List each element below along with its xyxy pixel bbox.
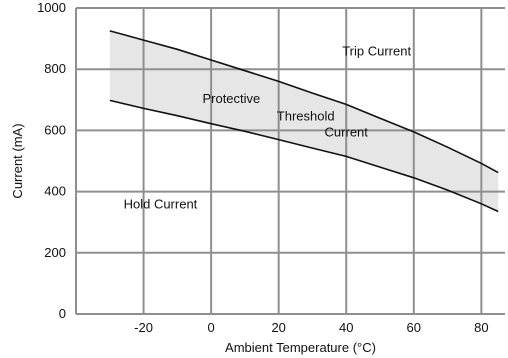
annotation-label: Hold Current: [124, 196, 198, 211]
curve-layer: [109, 30, 499, 213]
band-layer: [109, 30, 499, 212]
y-tick-label: 800: [44, 61, 66, 76]
x-tick-label: 40: [339, 320, 353, 335]
protective-threshold-band: [109, 30, 499, 212]
grid-layer: [75, 7, 505, 315]
y-axis-label: Current (mA): [10, 123, 25, 198]
y-tick-label: 1000: [37, 0, 66, 15]
hold-current-line: [109, 99, 499, 213]
x-axis-label: Ambient Temperature (°C): [225, 340, 376, 355]
y-tick-label: 200: [44, 245, 66, 260]
x-tick-label: 80: [474, 320, 488, 335]
y-tick-label: 600: [44, 122, 66, 137]
annotation-label: Current: [325, 125, 369, 140]
x-tick-label: 20: [271, 320, 285, 335]
trip-current-line: [109, 30, 499, 174]
annotation-label: Protective: [202, 91, 260, 106]
x-tick-label: 0: [208, 320, 215, 335]
x-tick-label: -20: [134, 320, 153, 335]
annotation-label: Threshold: [277, 109, 335, 124]
y-tick-label: 400: [44, 184, 66, 199]
y-tick-label: 0: [59, 306, 66, 321]
annotation-label: Trip Current: [342, 43, 411, 58]
x-tick-label: 60: [407, 320, 421, 335]
